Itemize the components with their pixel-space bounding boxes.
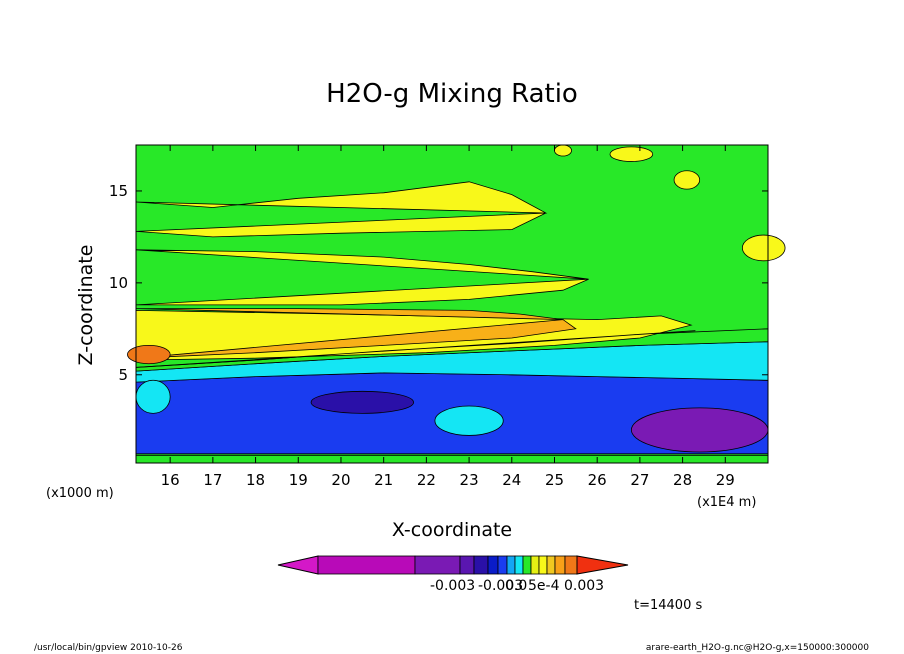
- y-tick-label: 15: [109, 182, 128, 200]
- colorbar-segment: [538, 555, 548, 575]
- colorbar-left-arrow: [277, 555, 319, 575]
- colorbar-segment: [564, 555, 578, 575]
- x-axis-ticks: 16 17 18 19 20 21 22 23 24 25 26 27 28 29: [161, 145, 735, 489]
- bottom-band: [135, 455, 769, 464]
- x-tick-label: 29: [716, 471, 735, 489]
- top-right-yellow-blob-1: [609, 146, 654, 162]
- colorbar-segment: [414, 555, 461, 575]
- y-axis-ticks: 5 10 15: [109, 182, 768, 384]
- plot-area: [127, 144, 786, 464]
- dark-blue-blob: [310, 390, 414, 414]
- colorbar-segment: [514, 555, 524, 575]
- colorbar: [277, 555, 629, 575]
- colorbar-segment: [546, 555, 556, 575]
- x-tick-label: 22: [417, 471, 436, 489]
- x-unit-label: (x1E4 m): [697, 495, 756, 510]
- right-edge-yellow-blob: [741, 234, 786, 262]
- colorbar-label: 5e-4: [528, 578, 560, 594]
- y-axis-label: Z-coordinate: [75, 245, 97, 366]
- top-right-yellow-blob-2: [673, 170, 701, 190]
- colorbar-label: -0.003: [430, 578, 475, 594]
- colorbar-segment: [317, 555, 416, 575]
- x-tick-label: 26: [588, 471, 607, 489]
- footer-right: arare-earth_H2O-g.nc@H2O-g,x=150000:3000…: [646, 643, 869, 653]
- time-label: t=14400 s: [634, 598, 702, 613]
- y-tick-label: 5: [118, 366, 128, 384]
- contour-blobs: [127, 144, 786, 453]
- top-yellow-layer: [135, 181, 548, 238]
- y-unit-label: (x1000 m): [46, 486, 114, 501]
- x-tick-label: 21: [374, 471, 393, 489]
- upper-yellow-layer: [135, 249, 589, 306]
- x-tick-label: 28: [673, 471, 692, 489]
- orange-layer: [135, 308, 577, 359]
- colorbar-right-arrow: [576, 555, 629, 575]
- x-tick-label: 18: [246, 471, 265, 489]
- colorbar-segment: [473, 555, 489, 575]
- x-tick-label: 17: [203, 471, 222, 489]
- colorbar-label: 0.0: [505, 578, 527, 594]
- y-tick-label: 10: [109, 274, 128, 292]
- right-violet-blob: [630, 407, 769, 453]
- left-orange-blob: [127, 344, 171, 365]
- footer-left: /usr/local/bin/gpview 2010-10-26: [34, 643, 183, 653]
- x-tick-label: 20: [331, 471, 350, 489]
- x-axis-label: X-coordinate: [392, 519, 512, 541]
- x-tick-label: 25: [545, 471, 564, 489]
- contour-bands: [135, 181, 769, 464]
- left-cyan-blob: [135, 379, 171, 414]
- x-tick-label: 16: [161, 471, 180, 489]
- colorbar-segment: [459, 555, 475, 575]
- x-tick-label: 23: [460, 471, 479, 489]
- colorbar-segment: [522, 555, 532, 575]
- plot-frame: [135, 144, 769, 464]
- chart-title: H2O-g Mixing Ratio: [326, 79, 578, 109]
- x-tick-label: 27: [630, 471, 649, 489]
- x-tick-label: 19: [289, 471, 308, 489]
- colorbar-segment: [497, 555, 508, 575]
- colorbar-label: 0.003: [564, 578, 604, 594]
- colorbar-segment: [487, 555, 499, 575]
- colorbar-segment: [530, 555, 540, 575]
- colorbar-segment: [554, 555, 566, 575]
- top-yellow-blob-3: [554, 144, 572, 157]
- colorbar-segment: [506, 555, 516, 575]
- colorbar-label: -0.003: [478, 578, 523, 594]
- mid-cyan-blob: [434, 405, 504, 436]
- x-tick-label: 24: [502, 471, 521, 489]
